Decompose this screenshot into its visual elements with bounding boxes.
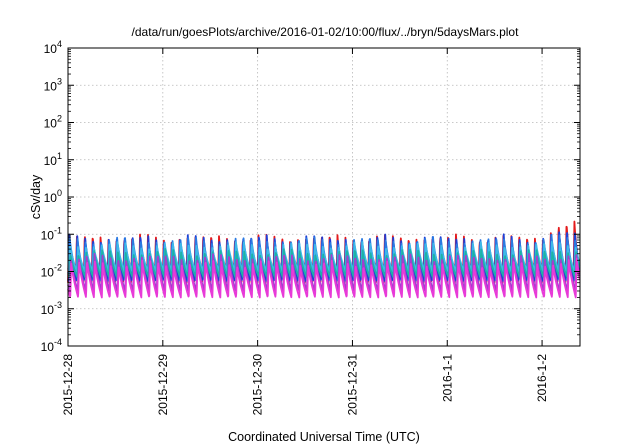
- series-line: [67, 257, 581, 299]
- y-tick-label: 101: [44, 151, 62, 168]
- y-tick-labels: 10-4 10-3 10-2 10-1 100 101 102 103 104: [41, 39, 62, 354]
- y-tick-label: 10-4: [41, 337, 62, 354]
- ticks: [67, 47, 580, 347]
- y-tick-label: 102: [44, 114, 62, 131]
- x-tick-label: 2016-1-1: [440, 354, 454, 402]
- y-tick-label: 10-3: [41, 300, 62, 317]
- x-axis-label: Coordinated Universal Time (UTC): [228, 430, 420, 444]
- y-tick-label: 100: [44, 188, 62, 205]
- x-tick-labels: 2015-12-28 2015-12-29 2015-12-30 2015-12-31…: [61, 354, 549, 416]
- x-tick-label: 2015-12-31: [345, 354, 359, 416]
- x-tick-label: 2015-12-28: [61, 354, 75, 416]
- y-axis-label: cSv/day: [29, 174, 43, 219]
- y-tick-label: 104: [44, 39, 62, 56]
- y-tick-label: 10-2: [41, 263, 62, 280]
- chart-title: /data/run/goesPlots/archive/2016-01-02/1…: [132, 25, 520, 39]
- y-tick-label: 10-1: [41, 225, 62, 242]
- x-tick-label: 2015-12-30: [251, 354, 265, 416]
- series-line: [67, 240, 581, 273]
- x-tick-label: 2016-1-2: [535, 354, 549, 402]
- y-tick-label: 103: [44, 76, 62, 93]
- x-tick-label: 2015-12-29: [156, 354, 170, 416]
- series-group: [67, 220, 581, 299]
